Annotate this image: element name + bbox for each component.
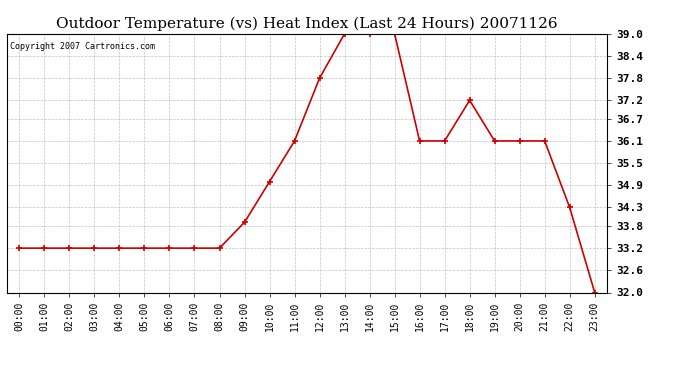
Title: Outdoor Temperature (vs) Heat Index (Last 24 Hours) 20071126: Outdoor Temperature (vs) Heat Index (Las… [57,17,558,31]
Text: Copyright 2007 Cartronics.com: Copyright 2007 Cartronics.com [10,42,155,51]
